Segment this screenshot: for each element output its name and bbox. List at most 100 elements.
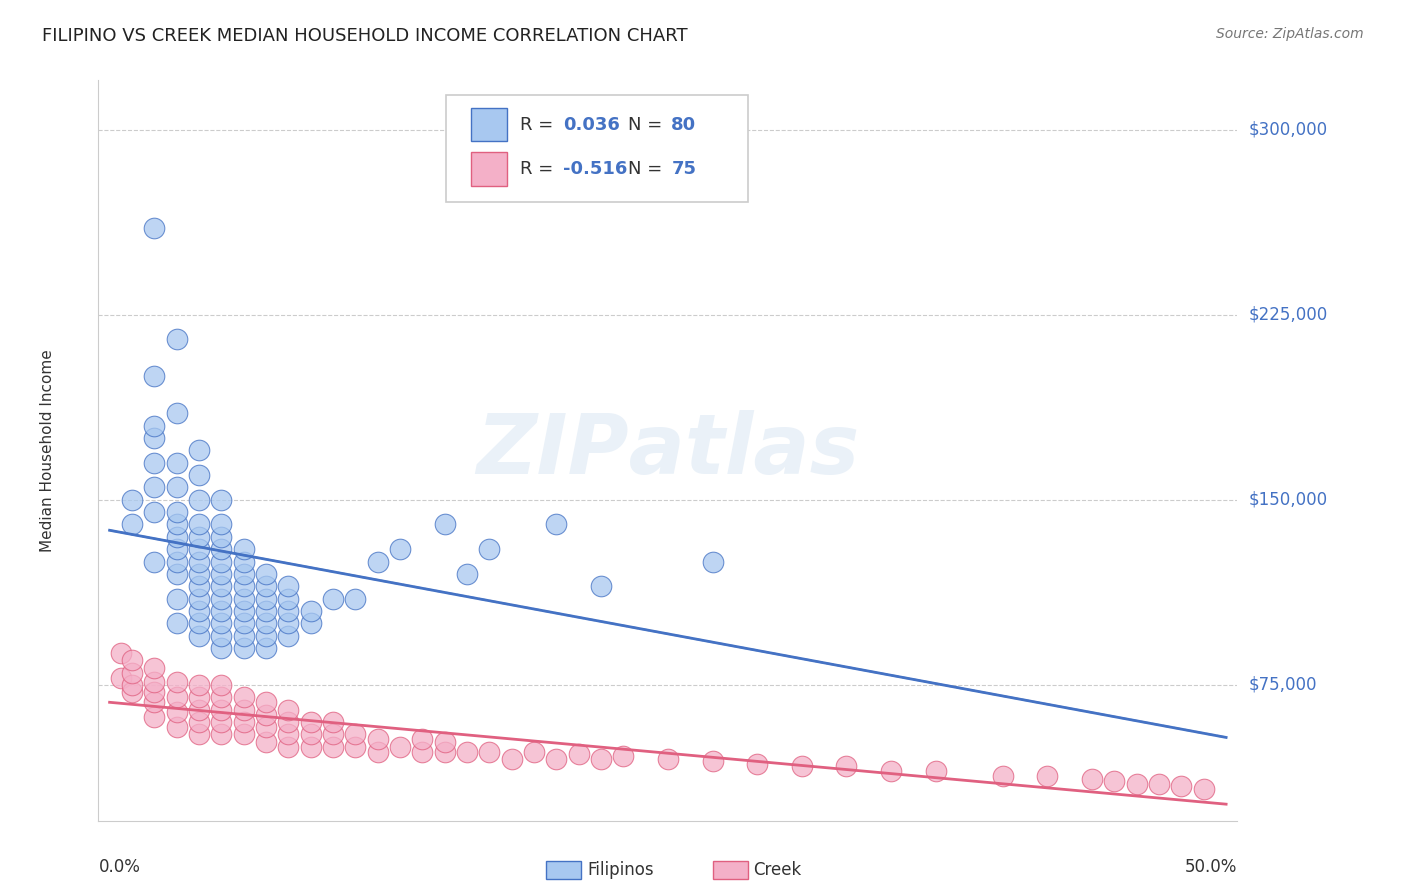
Text: $150,000: $150,000 bbox=[1249, 491, 1327, 508]
Point bbox=[187, 591, 209, 606]
Point bbox=[143, 480, 166, 494]
Point bbox=[367, 745, 389, 759]
Point bbox=[1147, 776, 1170, 791]
Point bbox=[299, 616, 322, 631]
Point bbox=[254, 628, 277, 642]
Point bbox=[1170, 779, 1192, 793]
Point bbox=[187, 628, 209, 642]
Point bbox=[277, 703, 299, 717]
Point bbox=[143, 695, 166, 709]
Point bbox=[166, 480, 188, 494]
Point bbox=[501, 752, 523, 766]
Point bbox=[121, 678, 143, 692]
Point bbox=[322, 727, 344, 741]
Text: Source: ZipAtlas.com: Source: ZipAtlas.com bbox=[1216, 27, 1364, 41]
Point bbox=[657, 752, 679, 766]
Point bbox=[166, 456, 188, 470]
Point bbox=[411, 732, 433, 747]
Point bbox=[209, 727, 232, 741]
Point bbox=[277, 579, 299, 593]
Point bbox=[411, 745, 433, 759]
Point bbox=[367, 732, 389, 747]
Point bbox=[143, 554, 166, 569]
Point bbox=[478, 542, 501, 557]
Point bbox=[1126, 776, 1149, 791]
Point bbox=[209, 678, 232, 692]
Point bbox=[209, 604, 232, 618]
Point bbox=[232, 604, 254, 618]
Point bbox=[612, 749, 634, 764]
Point bbox=[277, 727, 299, 741]
Point bbox=[143, 685, 166, 699]
Point bbox=[187, 714, 209, 729]
Text: ZIP​atlas: ZIP​atlas bbox=[477, 410, 859, 491]
Text: N =: N = bbox=[628, 161, 668, 178]
Text: N =: N = bbox=[628, 116, 668, 134]
Point bbox=[166, 333, 188, 347]
Point bbox=[254, 604, 277, 618]
Point bbox=[143, 221, 166, 235]
Point bbox=[835, 759, 858, 773]
Point bbox=[209, 616, 232, 631]
Point bbox=[187, 616, 209, 631]
FancyBboxPatch shape bbox=[446, 95, 748, 202]
Text: 75: 75 bbox=[671, 161, 696, 178]
Point bbox=[254, 579, 277, 593]
Point bbox=[166, 530, 188, 544]
Point bbox=[456, 745, 478, 759]
Point bbox=[209, 640, 232, 655]
Point bbox=[478, 745, 501, 759]
Point bbox=[299, 727, 322, 741]
Point bbox=[110, 671, 132, 685]
Point bbox=[702, 755, 724, 769]
Point bbox=[991, 769, 1014, 783]
Point bbox=[143, 675, 166, 690]
Point bbox=[277, 604, 299, 618]
Text: 0.0%: 0.0% bbox=[98, 858, 141, 876]
Point bbox=[277, 591, 299, 606]
Text: $225,000: $225,000 bbox=[1249, 306, 1327, 324]
Point bbox=[143, 369, 166, 384]
Text: 80: 80 bbox=[671, 116, 696, 134]
Point bbox=[187, 690, 209, 705]
Text: 0.036: 0.036 bbox=[562, 116, 620, 134]
Point bbox=[388, 542, 411, 557]
Point bbox=[187, 443, 209, 458]
Text: Filipinos: Filipinos bbox=[588, 861, 654, 879]
FancyBboxPatch shape bbox=[471, 108, 508, 141]
Point bbox=[143, 505, 166, 519]
Point bbox=[121, 492, 143, 507]
Point bbox=[747, 756, 769, 771]
Point bbox=[254, 720, 277, 734]
Point bbox=[344, 591, 367, 606]
Point bbox=[702, 554, 724, 569]
Point bbox=[121, 665, 143, 680]
Point bbox=[1104, 774, 1126, 789]
Point bbox=[187, 517, 209, 532]
Point bbox=[344, 727, 367, 741]
Point bbox=[232, 616, 254, 631]
Point bbox=[1192, 781, 1215, 796]
Text: R =: R = bbox=[520, 161, 558, 178]
Point bbox=[143, 660, 166, 674]
Point bbox=[232, 703, 254, 717]
Text: Median Household Income: Median Household Income bbox=[39, 349, 55, 552]
Point bbox=[166, 720, 188, 734]
Point bbox=[523, 745, 546, 759]
Point bbox=[143, 431, 166, 445]
Point bbox=[166, 690, 188, 705]
Point bbox=[232, 566, 254, 581]
Point bbox=[456, 566, 478, 581]
Point bbox=[277, 628, 299, 642]
Point bbox=[322, 591, 344, 606]
Point bbox=[187, 566, 209, 581]
Point bbox=[187, 542, 209, 557]
Point bbox=[367, 554, 389, 569]
Text: 50.0%: 50.0% bbox=[1185, 858, 1237, 876]
Point bbox=[254, 734, 277, 748]
Point bbox=[344, 739, 367, 754]
Text: $75,000: $75,000 bbox=[1249, 676, 1317, 694]
Point bbox=[1081, 772, 1104, 786]
Point bbox=[209, 566, 232, 581]
Text: FILIPINO VS CREEK MEDIAN HOUSEHOLD INCOME CORRELATION CHART: FILIPINO VS CREEK MEDIAN HOUSEHOLD INCOM… bbox=[42, 27, 688, 45]
